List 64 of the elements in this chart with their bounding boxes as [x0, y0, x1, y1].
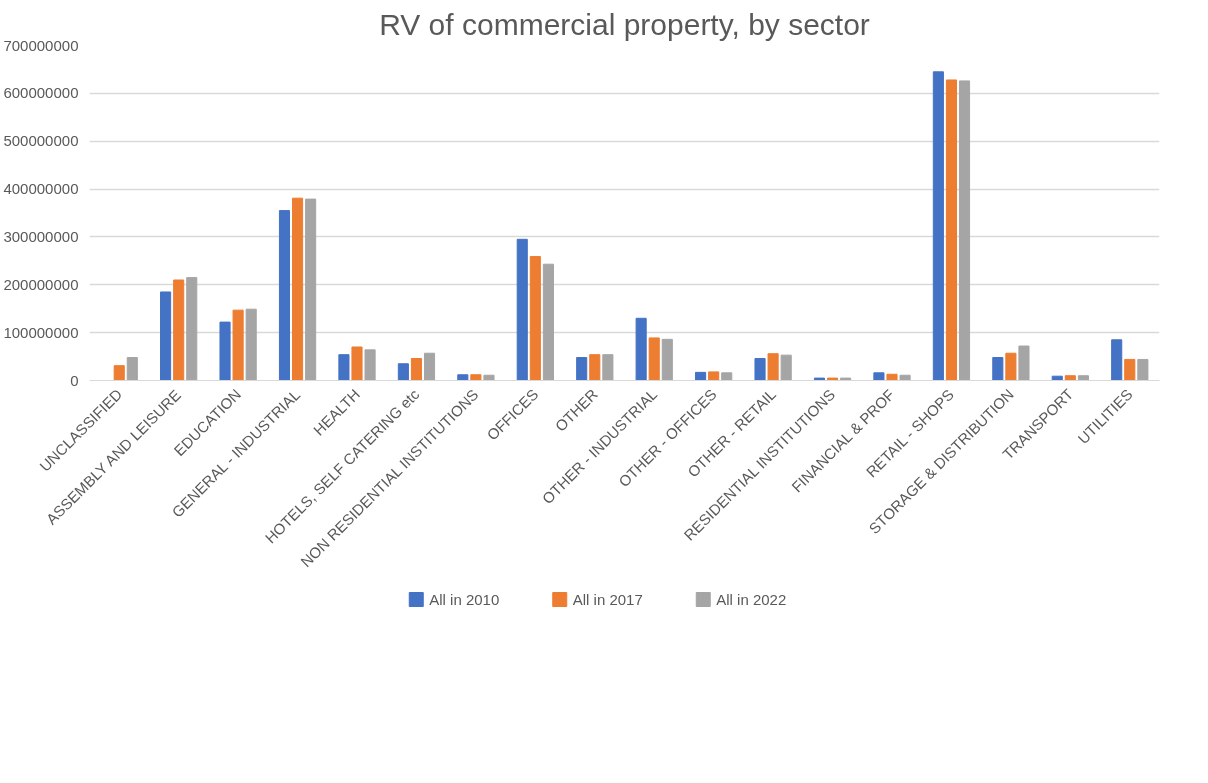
bar [1137, 358, 1149, 381]
bar [397, 363, 409, 381]
bar [529, 256, 541, 381]
bar [351, 346, 363, 381]
bar [1111, 339, 1123, 381]
bar [173, 279, 185, 381]
y-tick-label: 300000000 [3, 227, 79, 245]
bar [1064, 375, 1076, 381]
bar [338, 354, 350, 381]
bar [661, 338, 673, 381]
bar [470, 374, 482, 381]
bar [305, 198, 317, 381]
bar [126, 357, 138, 381]
bar [576, 357, 588, 381]
y-tick-label: 100000000 [3, 323, 79, 341]
bar [992, 357, 1004, 381]
y-tick-label: 400000000 [3, 180, 79, 198]
bar [708, 371, 720, 381]
legend-label: All in 2017 [572, 591, 643, 608]
bar [113, 365, 125, 381]
bar [364, 349, 376, 381]
legend-label: All in 2010 [429, 591, 500, 608]
bar [780, 354, 792, 381]
bar [754, 357, 766, 381]
legend-label: All in 2022 [716, 591, 787, 608]
bar [827, 377, 839, 381]
bar [457, 374, 469, 381]
bar [483, 374, 495, 381]
y-tick-label: 700000000 [3, 36, 79, 54]
bar [160, 291, 172, 381]
bar [1124, 358, 1136, 381]
bar [873, 372, 885, 381]
y-tick-label: 0 [70, 371, 79, 389]
bar [767, 353, 779, 381]
y-tick-label: 500000000 [3, 132, 79, 150]
bar [886, 373, 898, 381]
bar [695, 371, 707, 381]
bar [899, 374, 911, 381]
bar [602, 354, 614, 381]
bar [932, 71, 944, 381]
bar [1077, 375, 1089, 381]
bar [410, 357, 422, 381]
bar [840, 377, 852, 381]
bar [292, 197, 304, 381]
bar [589, 354, 601, 381]
bar [245, 308, 257, 381]
bar [278, 210, 291, 381]
bar [648, 337, 660, 381]
bar [186, 277, 198, 381]
chart-title: RV of commercial property, by sector [379, 7, 870, 41]
bar [1018, 345, 1030, 381]
bar [635, 317, 647, 381]
bar [219, 321, 231, 381]
bar [945, 79, 957, 381]
bar [1005, 352, 1017, 381]
y-tick-label: 200000000 [3, 275, 79, 293]
bar [813, 377, 826, 381]
bar [516, 238, 528, 381]
bar [542, 263, 554, 381]
bar [958, 80, 971, 381]
bar [721, 372, 733, 381]
bar [232, 309, 244, 381]
bar [423, 352, 436, 381]
y-tick-label: 600000000 [3, 84, 79, 102]
